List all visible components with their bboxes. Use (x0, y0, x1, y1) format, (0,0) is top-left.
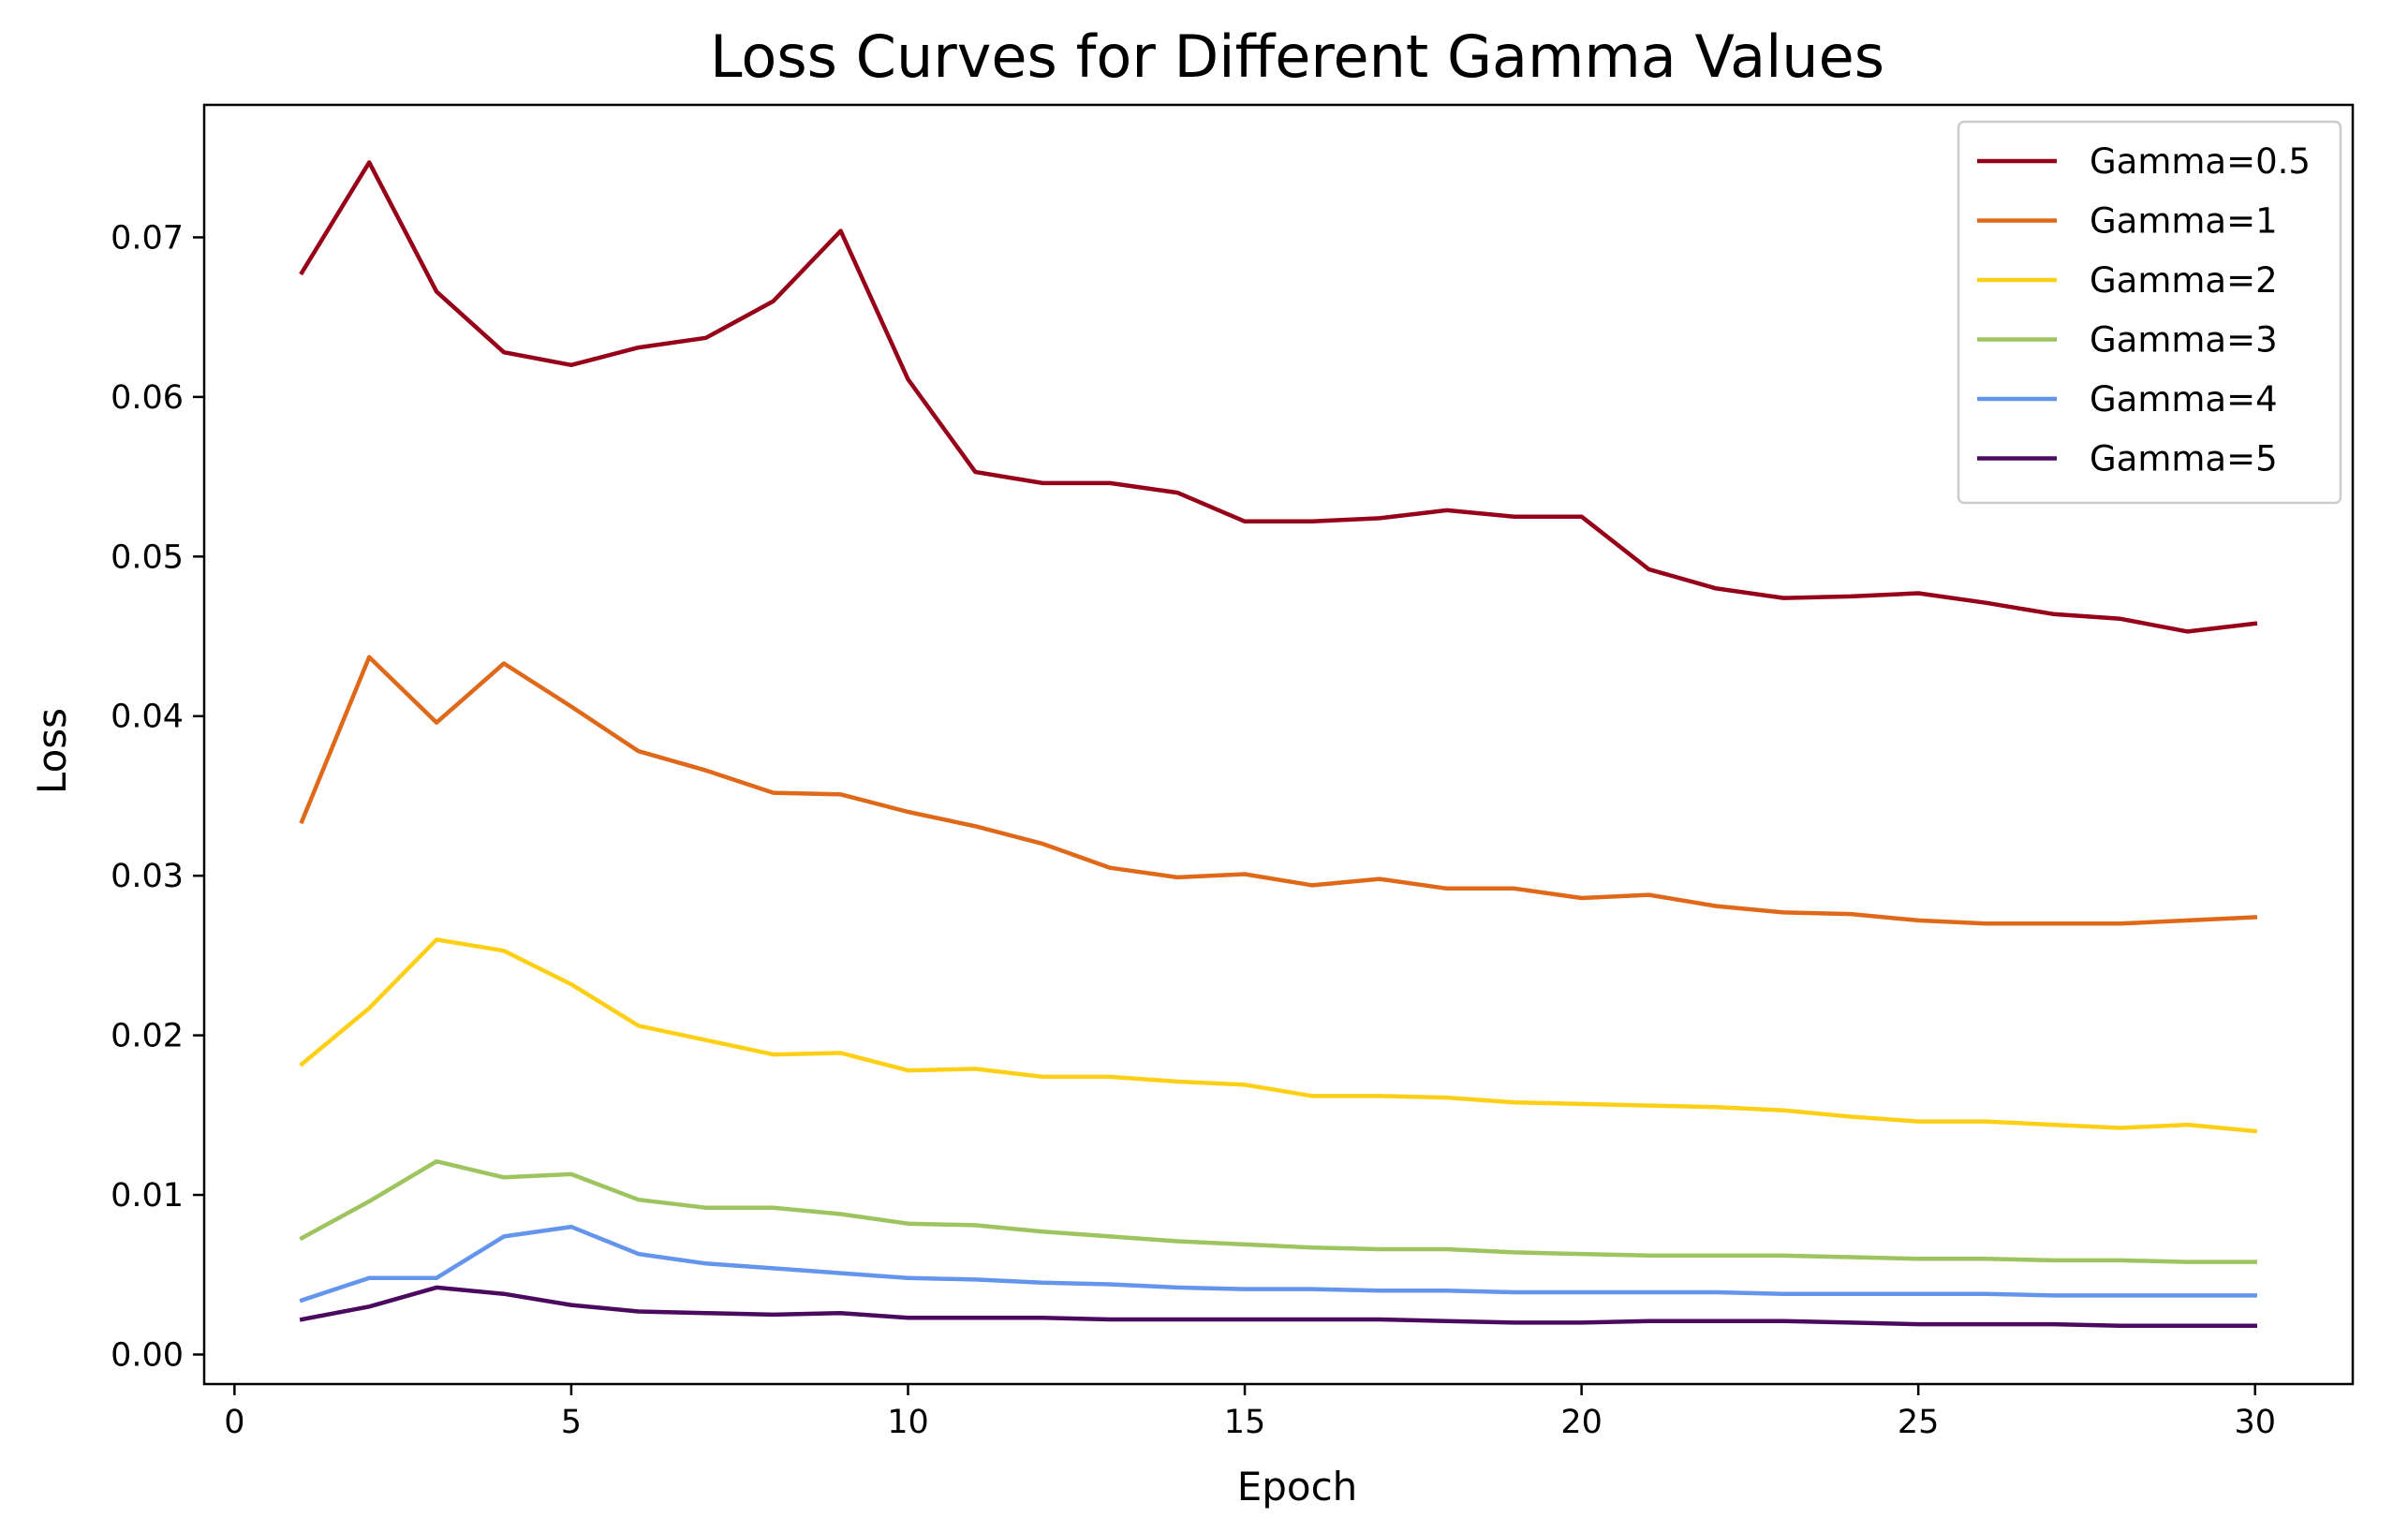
legend-label: Gamma=1 (2090, 201, 2278, 242)
chart-title: Loss Curves for Different Gamma Values (710, 22, 1884, 91)
y-tick-label: 0.00 (111, 1336, 184, 1374)
legend-label: Gamma=2 (2090, 260, 2278, 301)
y-tick-label: 0.06 (111, 379, 184, 417)
x-tick-label: 25 (1898, 1404, 1940, 1441)
series-line-gamma-4 (299, 1224, 2257, 1304)
x-tick-label: 10 (887, 1404, 929, 1441)
series-line-gamma-2 (299, 937, 2258, 1134)
plot-frame (202, 103, 2355, 1386)
x-axis-ticks: 0 5 10 15 20 25 30 (224, 1384, 2276, 1441)
y-axis-ticks: 0.00 0.01 0.02 0.03 0.04 0.05 0.06 0.07 (111, 219, 204, 1374)
legend-box (1957, 120, 2342, 505)
y-tick-label: 0.03 (111, 858, 184, 895)
y-tick-label: 0.04 (111, 699, 184, 736)
legend-label: Gamma=0.5 (2090, 141, 2311, 182)
series-line-gamma-1 (299, 655, 2258, 926)
y-tick-label: 0.01 (111, 1177, 184, 1215)
y-tick-label: 0.07 (111, 219, 184, 257)
legend-label: Gamma=3 (2090, 320, 2278, 361)
x-tick-label: 30 (2234, 1404, 2276, 1441)
series-line-gamma-0 (299, 160, 2258, 634)
y-tick-label: 0.02 (111, 1018, 184, 1055)
x-axis-label: Epoch (1237, 1464, 1358, 1510)
x-tick-label: 20 (1560, 1404, 1603, 1441)
x-tick-label: 0 (224, 1404, 244, 1441)
series-line-gamma-3 (299, 1158, 2257, 1264)
x-tick-label: 15 (1224, 1404, 1266, 1441)
legend-label: Gamma=5 (2090, 439, 2278, 479)
series-line-gamma-5 (299, 1285, 2257, 1329)
y-axis-label: Loss (29, 708, 75, 794)
y-tick-label: 0.05 (111, 538, 184, 576)
x-tick-label: 5 (561, 1404, 582, 1441)
legend: Gamma=0.5 Gamma=1 Gamma=2 Gamma=3 Gamma=4 Gam… (1957, 120, 2342, 505)
legend-label: Gamma=4 (2090, 379, 2278, 420)
plot-lines (299, 160, 2258, 1329)
